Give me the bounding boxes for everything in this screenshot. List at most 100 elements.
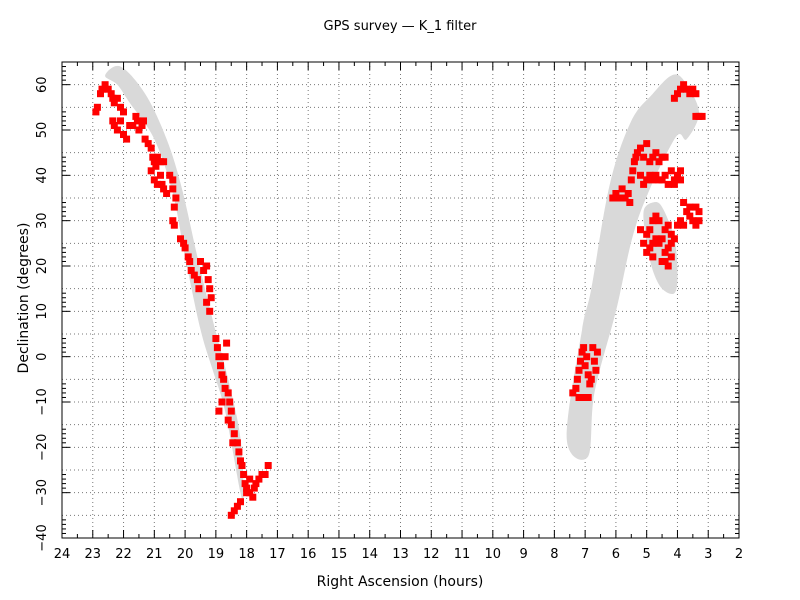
data-point <box>655 158 663 166</box>
data-point <box>213 344 221 352</box>
footprint-region-galactic-plane-east <box>566 74 700 460</box>
data-point <box>677 85 684 93</box>
data-point <box>107 90 115 98</box>
data-point <box>661 171 669 179</box>
data-point <box>190 271 198 279</box>
data-point <box>153 180 161 188</box>
data-point <box>584 371 592 379</box>
data-point <box>695 217 703 225</box>
data-point <box>138 122 146 129</box>
data-point <box>169 176 177 184</box>
data-point <box>689 85 697 93</box>
data-point <box>618 185 626 193</box>
data-point <box>643 140 651 148</box>
data-point <box>609 194 617 202</box>
data-point <box>661 226 669 234</box>
data-point <box>215 407 223 415</box>
x-axis-label: Right Ascension (hours) <box>317 574 484 590</box>
data-point <box>686 212 694 220</box>
data-point <box>177 235 184 243</box>
data-point <box>181 244 189 252</box>
data-points <box>92 81 706 519</box>
data-point <box>229 439 237 447</box>
data-point <box>170 203 178 211</box>
data-point <box>655 239 663 247</box>
data-point <box>655 217 663 225</box>
data-point <box>624 190 632 197</box>
y-tick-label: 10 <box>35 303 50 320</box>
data-point <box>223 339 231 347</box>
y-tick-label: −10 <box>35 388 50 415</box>
data-point <box>117 103 124 111</box>
data-point <box>664 244 672 252</box>
data-point <box>170 221 178 229</box>
data-point <box>652 171 660 179</box>
x-tick-label: 15 <box>331 547 348 562</box>
data-point <box>249 493 257 501</box>
data-point <box>230 430 238 438</box>
data-point <box>586 380 594 388</box>
data-point <box>680 199 688 206</box>
data-point <box>670 176 678 184</box>
data-point <box>169 217 177 225</box>
y-tick-label: 30 <box>35 212 50 229</box>
data-point <box>147 167 155 175</box>
data-point <box>187 267 195 274</box>
data-point <box>578 348 586 356</box>
data-point <box>241 480 249 488</box>
data-point <box>240 471 248 478</box>
data-point <box>612 190 620 197</box>
data-point <box>97 90 104 98</box>
data-point <box>677 176 684 184</box>
data-point <box>224 416 232 424</box>
y-tick-label: 40 <box>35 167 50 184</box>
x-tick-label: 9 <box>519 547 527 562</box>
data-point <box>152 162 160 170</box>
data-point <box>664 262 672 270</box>
data-point <box>689 217 697 225</box>
data-point <box>667 167 675 175</box>
data-point <box>133 117 141 125</box>
data-point <box>218 371 226 379</box>
data-point <box>670 94 678 102</box>
data-point <box>206 285 214 293</box>
data-point <box>252 480 260 488</box>
data-point <box>163 190 171 197</box>
data-point <box>220 375 228 383</box>
data-point <box>584 394 592 401</box>
data-point <box>621 194 629 202</box>
data-point <box>670 235 678 243</box>
data-point <box>658 235 666 243</box>
data-point <box>135 126 143 134</box>
data-point <box>92 108 100 116</box>
data-point <box>141 135 149 143</box>
data-point <box>166 171 174 179</box>
data-point <box>580 344 588 352</box>
data-point <box>180 239 188 247</box>
data-point <box>640 153 648 161</box>
data-point <box>677 217 684 225</box>
data-point <box>680 221 688 229</box>
data-point <box>109 117 117 125</box>
y-tick-label: −20 <box>35 434 50 461</box>
data-point <box>649 239 657 247</box>
data-point <box>224 389 232 397</box>
data-point <box>667 230 675 238</box>
data-point <box>197 258 204 265</box>
x-tick-label: 16 <box>300 547 317 562</box>
data-point <box>113 126 121 134</box>
data-point <box>221 384 229 392</box>
data-point <box>649 253 657 261</box>
data-point <box>637 144 644 152</box>
x-axis-ticks: 24 23 22 21 20 19 18 17 16 15 14 13 12 11 10 9 8 7 6 5 4 3 2 <box>54 62 743 562</box>
x-tick-label: 17 <box>269 547 286 562</box>
data-point <box>677 167 684 175</box>
x-tick-label: 23 <box>84 547 101 562</box>
data-point <box>195 285 203 293</box>
data-point <box>692 90 700 98</box>
data-point <box>250 484 258 492</box>
data-point <box>233 439 241 447</box>
data-point <box>649 176 657 184</box>
data-point <box>110 122 118 129</box>
